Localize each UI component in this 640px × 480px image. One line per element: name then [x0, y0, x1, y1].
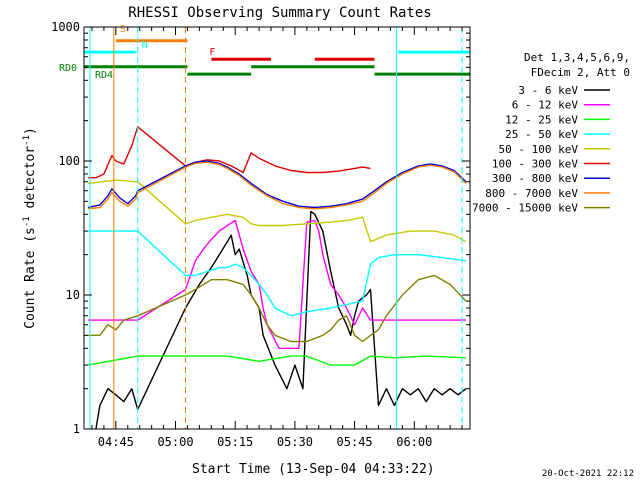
flag-label-rd0: RD0 [59, 63, 77, 74]
series-line-7000-15000-kev [88, 274, 467, 343]
data-layer [87, 126, 467, 430]
y-tick-label: 1 [73, 422, 80, 436]
y-axis-label: Count Rate (s-1 detector-1) [22, 127, 38, 329]
legend-label-7000-15000-kev: 7000 - 15000 keV [472, 202, 578, 215]
legend-label-12-25-kev: 12 - 25 keV [505, 113, 578, 126]
y-tick-label: 1000 [51, 20, 80, 34]
legend-label-800-7000-kev: 800 - 7000 keV [485, 187, 578, 200]
flag-label-n: N [142, 40, 148, 51]
series-line-100-300-kev [88, 126, 371, 179]
legend-label-100-300-kev: 100 - 300 keV [492, 158, 578, 171]
series-line-12-25-kev [87, 355, 467, 366]
legend-header-line-2: FDecim 2, Att 0 [531, 66, 630, 79]
x-tick-label: 05:45 [337, 435, 373, 449]
flag-layer: S N F RD0 RD4 [59, 24, 470, 81]
x-axis-label: Start Time (13-Sep-04 04:33:22) [192, 462, 435, 477]
series-line-6-12-kev [88, 219, 466, 349]
series-line-300-800-kev [87, 160, 467, 209]
vline-layer [89, 27, 463, 429]
flag-label-f: F [209, 47, 215, 58]
axis-layer: 1 10 100 1000 04:45 05:00 05:15 05:30 05:45 06:00 [51, 20, 470, 449]
series-line-50-100-kev [87, 179, 467, 243]
series-line-800-7000-kev [87, 161, 467, 210]
plot-frame [83, 26, 471, 430]
legend-header-line-1: Det 1,3,4,5,6,9, [524, 51, 630, 64]
flag-label-s: S [120, 24, 126, 35]
x-tick-label: 04:45 [98, 435, 134, 449]
legend-label-50-100-kev: 50 - 100 keV [499, 143, 579, 156]
x-tick-label: 06:00 [396, 435, 432, 449]
legend-label-25-50-kev: 25 - 50 keV [505, 128, 578, 141]
series-line-25-50-kev [88, 230, 467, 317]
y-tick-label: 10 [66, 288, 80, 302]
x-tick-label: 05:30 [277, 435, 313, 449]
x-tick-label: 05:15 [217, 435, 253, 449]
flag-label-rd4: RD4 [95, 70, 113, 81]
x-tick-label: 05:00 [157, 435, 193, 449]
series-line-3-6-kev [95, 210, 467, 430]
date-stamp: 20-Oct-2021 22:12 [542, 469, 634, 479]
legend-label-3-6-kev: 3 - 6 keV [518, 84, 578, 97]
legend: Det 1,3,4,5,6,9, FDecim 2, Att 0 3 - 6 k… [472, 51, 630, 215]
y-tick-label: 100 [58, 154, 80, 168]
legend-label-6-12-kev: 6 - 12 keV [512, 99, 579, 112]
legend-label-300-800-kev: 300 - 800 keV [492, 172, 578, 185]
chart-title: RHESSI Observing Summary Count Rates [128, 5, 431, 21]
